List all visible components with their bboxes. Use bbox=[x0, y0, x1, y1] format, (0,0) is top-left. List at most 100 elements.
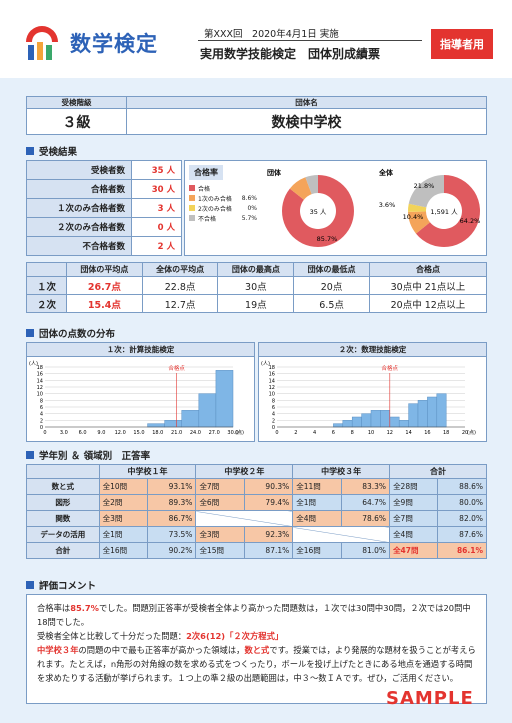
pass-rate-panel: 合格率 合格 1次のみ合格 8.6% 2次のみ合格 0% 不合格 5.7% 団体 35 人 85… bbox=[184, 160, 487, 256]
field-row: 合計 全16問 90.2% 全15問 87.1% 全16問 81.0% 全47問 86.1% bbox=[26, 542, 487, 559]
count-value: 0 人 bbox=[131, 217, 182, 237]
field-header: 合計 bbox=[389, 464, 487, 479]
field-question-count: 全47問 bbox=[389, 542, 439, 559]
avg-cell: 30点中 21点以上 bbox=[368, 276, 488, 295]
histogram-second: ２次：数理技能検定 (人) 18 16 14 12 10 8 6 4 2 0 0 2 4 6 8 10 12 14 1… bbox=[258, 342, 487, 442]
hist-x-tick: 12.0 bbox=[115, 430, 126, 436]
hist-bar bbox=[417, 400, 428, 428]
field-header: 中学校１年 bbox=[98, 464, 197, 479]
legend-item: 不合格 5.7% bbox=[189, 213, 257, 223]
field-row: データの活用 全1問 73.5% 全3問 92.3% 全4問 87.6% bbox=[26, 526, 487, 543]
field-question-count: 全1問 bbox=[98, 526, 149, 543]
count-label: 合格者数 bbox=[26, 179, 132, 199]
field-rate: 90.2% bbox=[147, 542, 197, 559]
hist-y-tick: 16 bbox=[37, 372, 43, 378]
field-question-count: 全7問 bbox=[195, 478, 245, 495]
hist-y-tick: 0 bbox=[272, 425, 275, 431]
comment-box: 合格率は85.7%でした。問題別正答率が受検者全体より高かった問題数は，１次では… bbox=[26, 594, 487, 704]
hist-x-tick: 21.0 bbox=[171, 430, 182, 436]
hist-y-tick: 4 bbox=[40, 412, 43, 418]
all-pie-slice bbox=[408, 175, 444, 208]
hist-bar bbox=[351, 416, 362, 428]
hist-y-tick: 8 bbox=[272, 398, 275, 404]
hist-x-tick: 0 bbox=[275, 430, 278, 436]
field-row: 関数 全3問 86.7% 全4問 78.6% 全7問 82.0% bbox=[26, 510, 487, 527]
org-value: 数検中学校 bbox=[126, 108, 487, 135]
field-corner bbox=[26, 464, 100, 479]
hist-x-tick: 3.0 bbox=[60, 430, 68, 436]
hist-y-tick: 2 bbox=[40, 418, 43, 424]
section-marker-icon bbox=[26, 451, 34, 459]
comment-domain: 中学校３年の問題の中で最も正答率が高かった領域は，数と式です。授業では，より発展… bbox=[37, 645, 476, 683]
legend-label: 2次のみ合格 bbox=[198, 205, 232, 213]
legend-swatch bbox=[189, 215, 195, 221]
section-marker-icon bbox=[26, 581, 34, 589]
all-pie-pct: 3.6% bbox=[379, 201, 396, 209]
avg-header: 団体の最低点 bbox=[293, 262, 370, 277]
field-rate: 89.3% bbox=[147, 494, 197, 511]
count-label: ２次のみ合格者数 bbox=[26, 217, 132, 237]
count-label: １次のみ合格者数 bbox=[26, 198, 132, 218]
field-question-count: 全16問 bbox=[292, 542, 342, 559]
hist-x-tick: 9.0 bbox=[97, 430, 105, 436]
group-pie-pct: 85.7% bbox=[317, 235, 338, 243]
hist-x-unit: (点) bbox=[235, 430, 244, 436]
field-row-label: 図形 bbox=[26, 494, 100, 511]
field-empty-cell bbox=[195, 510, 294, 527]
hist-x-tick: 18 bbox=[443, 430, 449, 436]
hist-pass-label: 合格点 bbox=[168, 364, 185, 372]
hist-y-tick: 2 bbox=[272, 418, 275, 424]
all-pie-center: 1,591 人 bbox=[430, 208, 458, 216]
avg-corner bbox=[26, 262, 67, 277]
hist-bar bbox=[164, 420, 182, 428]
field-question-count: 全10問 bbox=[98, 478, 149, 495]
legend-value: 0% bbox=[247, 204, 257, 212]
group-pie-label: 団体 bbox=[267, 168, 282, 177]
hist-bar bbox=[408, 403, 419, 428]
field-rate: 83.3% bbox=[340, 478, 391, 495]
hist-bar bbox=[333, 423, 344, 428]
hist-y-tick: 8 bbox=[40, 398, 43, 404]
hist-bar bbox=[436, 393, 447, 428]
hist-x-tick: 15.0 bbox=[133, 430, 144, 436]
count-value: 30 人 bbox=[131, 179, 182, 199]
avg-cell: 15.4点 bbox=[66, 294, 143, 313]
field-question-count: 全11問 bbox=[292, 478, 342, 495]
hist-x-unit: (点) bbox=[467, 430, 476, 436]
hist-bar bbox=[198, 393, 217, 428]
hist-x-tick: 0 bbox=[43, 430, 46, 436]
hist-y-tick: 10 bbox=[269, 392, 275, 398]
field-question-count: 全2問 bbox=[98, 494, 149, 511]
legend-swatch bbox=[189, 205, 195, 211]
count-row: １次のみ合格者数 3 人 bbox=[26, 198, 182, 218]
hist-x-tick: 24.0 bbox=[190, 430, 201, 436]
field-question-count: 全15問 bbox=[195, 542, 245, 559]
hist-x-tick: 27.0 bbox=[209, 430, 220, 436]
hist-unit: (人) bbox=[261, 361, 270, 367]
results-section-title: 受検結果 bbox=[26, 144, 77, 158]
avg-cell: 26.7点 bbox=[66, 276, 143, 295]
averages-table: 団体の平均点 全体の平均点 団体の最高点 団体の最低点 合格点 １次 26.7点 22.8点… bbox=[26, 262, 488, 313]
org-header: 団体名 bbox=[126, 96, 487, 109]
info-table: 受検階級 団体名 ３級 数検中学校 bbox=[26, 96, 487, 135]
distribution-section-title: 団体の点数の分布 bbox=[26, 326, 115, 340]
group-pie-slice bbox=[305, 175, 318, 195]
avg-row: ２次 15.4点 12.7点 19点 6.5点 20点中 12点以上 bbox=[26, 294, 488, 313]
count-row: 受検者数 35 人 bbox=[26, 160, 182, 180]
all-pie-slice bbox=[408, 203, 427, 212]
field-question-count: 全1問 bbox=[292, 494, 342, 511]
group-pie-slice bbox=[282, 175, 354, 247]
hist-bar bbox=[342, 420, 353, 428]
group-pie-slice bbox=[289, 177, 312, 200]
pass-rate-label: 合格率 bbox=[189, 165, 223, 180]
field-rate: 88.6% bbox=[437, 478, 487, 495]
counts-table: 受検者数 35 人合格者数 30 人 １次のみ合格者数 3 人 ２次のみ合格者数 0 人不合… bbox=[26, 160, 182, 256]
avg-cell: 12.7点 bbox=[141, 294, 219, 313]
avg-header: 団体の最高点 bbox=[217, 262, 295, 277]
hist-x-tick: 12 bbox=[387, 430, 393, 436]
hist-unit: (人) bbox=[29, 361, 38, 367]
section-marker-icon bbox=[26, 147, 34, 155]
hist-bar bbox=[380, 410, 391, 428]
hist-y-tick: 16 bbox=[269, 372, 275, 378]
hist-y-tick: 18 bbox=[37, 365, 43, 371]
